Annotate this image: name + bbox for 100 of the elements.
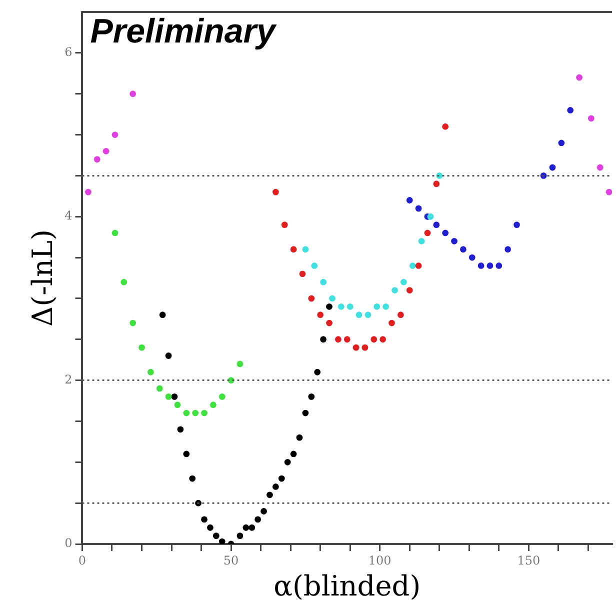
point: [183, 450, 190, 458]
point: [424, 230, 431, 236]
point: [320, 278, 327, 286]
point: [576, 74, 582, 81]
point: [567, 107, 574, 114]
point: [606, 188, 612, 196]
point: [433, 180, 440, 188]
point: [299, 270, 306, 278]
point: [94, 156, 100, 163]
point: [138, 344, 145, 351]
point: [84, 188, 92, 196]
point: [397, 312, 404, 318]
point: [278, 475, 285, 482]
point: [392, 287, 398, 294]
point: [427, 213, 434, 220]
point: [314, 368, 321, 376]
point: [356, 312, 362, 318]
point: [549, 164, 556, 171]
point: [374, 303, 380, 310]
point: [364, 312, 372, 318]
point: [308, 295, 315, 302]
point: [302, 246, 309, 253]
point: [130, 90, 136, 98]
point: [311, 262, 318, 269]
y-tick-label: 6: [64, 45, 72, 60]
point: [171, 393, 178, 400]
point: [266, 492, 273, 498]
y-axis-title: Δ(-lnL): [26, 229, 60, 327]
point: [302, 410, 309, 416]
point: [329, 295, 336, 302]
point: [370, 336, 378, 343]
point: [382, 303, 390, 310]
point: [165, 352, 172, 359]
point: [468, 254, 476, 261]
point: [540, 172, 547, 179]
point: [112, 132, 118, 138]
point: [102, 148, 110, 154]
point: [120, 278, 128, 286]
point: [409, 262, 416, 269]
point: [352, 344, 360, 351]
point: [346, 303, 354, 310]
point: [272, 188, 279, 196]
point: [195, 500, 202, 506]
point: [415, 205, 422, 212]
point: [588, 115, 594, 122]
point: [177, 426, 184, 433]
point: [112, 230, 118, 236]
point: [514, 222, 520, 228]
point: [290, 450, 297, 458]
point: [147, 368, 154, 376]
point: [296, 434, 303, 441]
point: [260, 508, 267, 514]
point: [451, 238, 458, 244]
x-tick-label: 150: [517, 553, 540, 568]
point: [159, 312, 166, 318]
point: [406, 197, 413, 204]
point: [415, 262, 422, 269]
point: [433, 222, 440, 228]
point: [442, 230, 449, 236]
point: [201, 410, 208, 416]
point: [478, 262, 484, 269]
annotation: Preliminary: [90, 12, 278, 50]
point: [418, 238, 425, 244]
point: [210, 402, 216, 408]
point: [334, 336, 342, 343]
point: [218, 393, 226, 400]
point: [254, 516, 262, 523]
point: [218, 538, 226, 544]
point: [165, 393, 172, 400]
point: [344, 336, 350, 343]
point: [406, 287, 413, 294]
y-tick-label: 2: [64, 372, 72, 386]
point: [130, 320, 136, 326]
point: [486, 262, 494, 269]
y-tick-label: 4: [64, 208, 73, 223]
point: [596, 164, 604, 171]
point: [236, 532, 244, 540]
point: [317, 312, 324, 318]
x-axis-title: α(blinded): [274, 569, 421, 602]
point: [320, 336, 327, 343]
x-tick-label: 100: [368, 553, 392, 568]
point: [212, 532, 220, 540]
point: [362, 344, 368, 351]
point: [183, 410, 190, 416]
point: [192, 410, 199, 416]
point: [248, 524, 256, 531]
x-tick-label: 50: [223, 553, 239, 568]
point: [460, 246, 466, 253]
point: [189, 475, 196, 482]
point: [380, 336, 386, 343]
point: [201, 516, 208, 523]
point: [400, 278, 407, 286]
point: [496, 262, 502, 269]
point: [242, 524, 250, 531]
point: [326, 303, 332, 310]
point: [504, 246, 512, 253]
x-tick-label: 0: [78, 553, 86, 568]
point: [558, 140, 565, 146]
point: [156, 385, 163, 392]
point: [284, 458, 291, 466]
